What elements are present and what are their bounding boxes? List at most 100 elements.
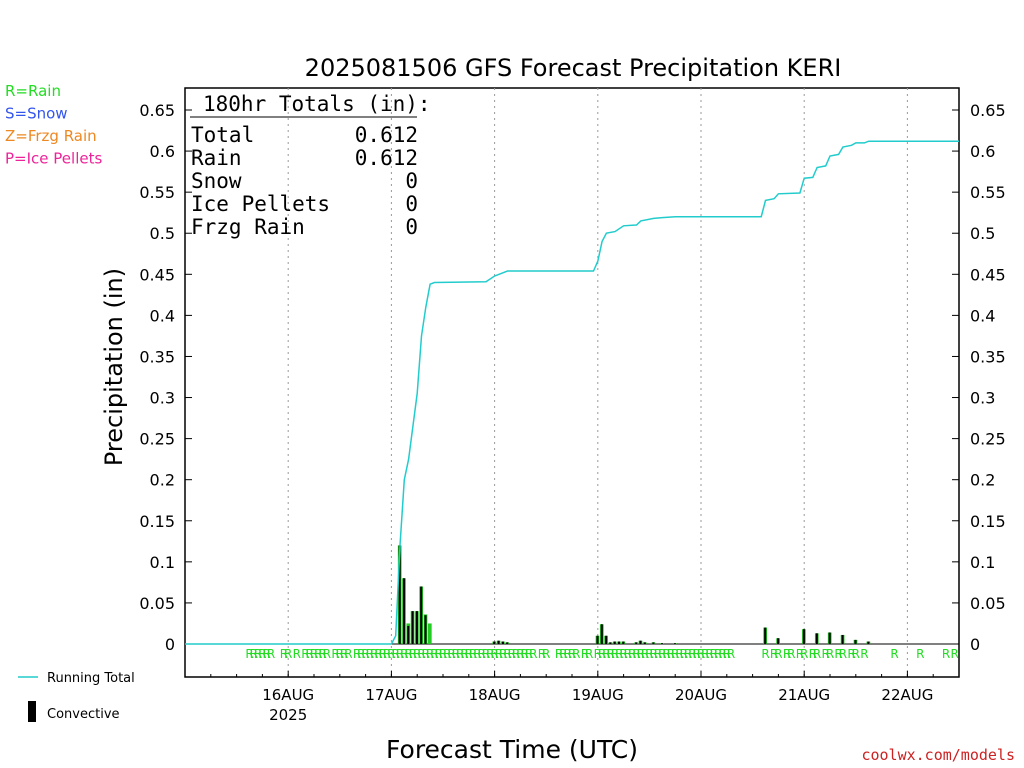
precip-type-marker: R [443, 647, 451, 661]
precip-type-marker: R [847, 647, 855, 661]
precip-type-marker: R [602, 647, 610, 661]
precip-type-marker: R [628, 647, 636, 661]
site-watermark: coolwx.com/models [861, 746, 1015, 764]
precip-type-marker: R [331, 647, 339, 661]
precip-type-marker: R [839, 647, 847, 661]
precip-type-marker: R [701, 647, 709, 661]
precip-type-marker: R [783, 647, 791, 661]
convective-bar-6 [424, 615, 427, 644]
convective-bar-2 [407, 625, 410, 644]
precip-type-marker: R [654, 647, 662, 661]
precip-type-marker: R [473, 647, 481, 661]
convective-bar-15 [609, 642, 612, 644]
precip-type-marker: R [306, 647, 314, 661]
precip-type-marker: R [366, 647, 374, 661]
totals-row-value-0: 0.612 [355, 123, 418, 147]
precip-type-marker: R [379, 647, 387, 661]
y-tick-label-right-11: 0.55 [970, 183, 1006, 202]
y-tick-label-left-12: 0.6 [150, 142, 175, 161]
convective-bar-1 [402, 578, 406, 644]
precip-type-marker: R [435, 647, 443, 661]
x-tick-sublabel-0: 2025 [269, 706, 307, 724]
totals-row-value-4: 0 [405, 215, 418, 239]
convective-bar-8 [493, 641, 496, 644]
x-tick-label-4: 20AUG [675, 686, 727, 704]
precip-type-marker: R [787, 647, 795, 661]
precip-type-marker: R [688, 647, 696, 661]
precip-type-marker: R [404, 647, 412, 661]
precip-type-marker: R [314, 647, 322, 661]
precip-type-marker: R [486, 647, 494, 661]
precip-type-marker: R [667, 647, 675, 661]
y-tick-label-right-12: 0.6 [970, 142, 995, 161]
y-tick-label-right-9: 0.45 [970, 265, 1006, 284]
y-tick-label-right-13: 0.65 [970, 101, 1006, 120]
precip-type-marker: R [568, 647, 576, 661]
convective-bar-3 [411, 611, 414, 644]
precip-type-marker: R [727, 647, 735, 661]
precip-type-marker: R [942, 647, 950, 661]
precip-type-marker: R [409, 647, 417, 661]
y-tick-label-left-11: 0.55 [139, 183, 175, 202]
y-tick-label-right-1: 0.05 [970, 594, 1006, 613]
precip-type-marker: R [542, 647, 550, 661]
y-tick-label-left-2: 0.1 [150, 553, 175, 572]
precip-type-marker: R [662, 647, 670, 661]
y-tick-label-left-7: 0.35 [139, 347, 175, 366]
y-tick-label-left-4: 0.2 [150, 471, 175, 490]
precip-type-marker: R [258, 647, 266, 661]
y-tick-label-right-5: 0.25 [970, 430, 1006, 449]
convective-legend-swatch [28, 701, 36, 722]
y-tick-label-right-6: 0.3 [970, 389, 995, 408]
precip-type-marker: R [714, 647, 722, 661]
legend-type-2: Z=Frzg Rain [5, 127, 97, 145]
precip-type-marker: R [447, 647, 455, 661]
x-axis: 16AUG 2025 17AUG 18AUG 19AUG 20AUG 21AUG 22AUG [184, 671, 960, 724]
precip-type-marker: R [693, 647, 701, 661]
precip-type-marker: R [594, 647, 602, 661]
precip-type-marker: R [503, 647, 511, 661]
precip-type-marker: R [370, 647, 378, 661]
convective-bar-16 [613, 641, 616, 644]
precip-type-marker: R [564, 647, 572, 661]
precip-type-marker: R [499, 647, 507, 661]
precip-type-marker: R [293, 647, 301, 661]
y-tick-label-left-9: 0.45 [139, 265, 175, 284]
convective-bar-28 [815, 633, 818, 644]
precip-type-marker: R [761, 647, 769, 661]
precip-type-marker: R [452, 647, 460, 661]
y-tick-label-left-1: 0.05 [139, 594, 175, 613]
convective-bar-31 [854, 639, 857, 644]
precip-type-marker: R [723, 647, 731, 661]
y-tick-label-right-7: 0.35 [970, 347, 1006, 366]
precip-bar-7 [427, 623, 432, 644]
x-tick-label-2: 18AUG [469, 686, 521, 704]
precip-type-marker: R [581, 647, 589, 661]
legend-type-0: R=Rain [5, 82, 61, 100]
precip-type-marker: R [770, 647, 778, 661]
convective-bar-11 [506, 642, 509, 644]
precip-type-marker: R [796, 647, 804, 661]
totals-row-label-4: Frzg Rain [191, 215, 305, 239]
precip-type-marker: R [813, 647, 821, 661]
convective-legend-label: Convective [47, 707, 120, 722]
precip-type-marker: R [495, 647, 503, 661]
convective-bar-9 [497, 640, 500, 644]
running-total-legend-label: Running Total [47, 671, 135, 686]
precip-type-marker: R [344, 647, 352, 661]
precip-type-marker: R [555, 647, 563, 661]
y-tick-label-left-13: 0.65 [139, 101, 175, 120]
precip-type-marker: R [951, 647, 959, 661]
precip-type-marker: R [254, 647, 262, 661]
precip-type-marker: R [559, 647, 567, 661]
chart-title: 2025081506 GFS Forecast Precipitation KE… [305, 54, 842, 82]
y-tick-label-right-10: 0.5 [970, 224, 995, 243]
precip-type-marker: R [675, 647, 683, 661]
precipitation-bars [397, 545, 871, 644]
convective-bar-4 [415, 611, 418, 644]
precip-type-marker: R [478, 647, 486, 661]
precip-type-marker: R [615, 647, 623, 661]
precip-type-marker: R [822, 647, 830, 661]
convective-bar-12 [596, 635, 599, 644]
convective-bar-18 [622, 641, 625, 644]
